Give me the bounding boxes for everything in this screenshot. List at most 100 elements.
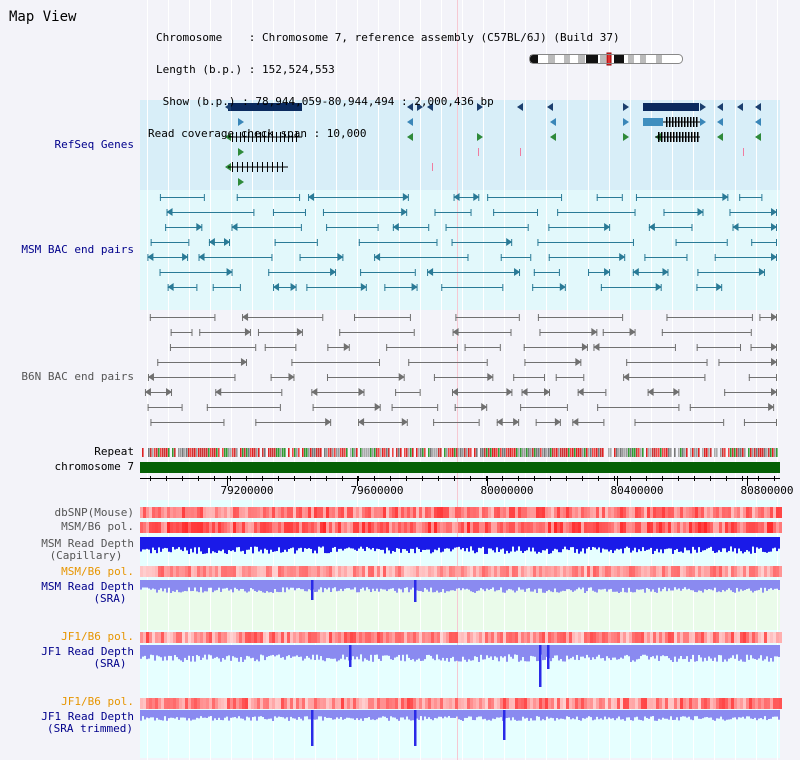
heat-cell <box>563 566 566 577</box>
heat-cell <box>533 698 536 709</box>
heat-cell <box>278 507 281 518</box>
bac-end <box>242 314 244 321</box>
depth-bar <box>144 537 146 550</box>
heat-cell <box>332 698 335 709</box>
label-refseq-genes[interactable]: RefSeq Genes <box>54 138 134 151</box>
chromosome-ideogram[interactable] <box>528 52 684 66</box>
depth-bar <box>776 645 778 657</box>
depth-bar <box>192 537 194 553</box>
depth-bar <box>576 710 578 717</box>
depth-bar <box>778 710 780 720</box>
heat-cell <box>575 632 578 643</box>
depth-bar <box>216 645 218 657</box>
bac-end <box>264 344 266 351</box>
heat-cell <box>482 698 485 709</box>
depth-bar <box>276 580 278 592</box>
depth-bar <box>404 710 406 720</box>
depth-bar <box>738 537 740 549</box>
label-msm-b6-pol[interactable]: MSM/B6 pol. <box>61 520 134 533</box>
depth-bar <box>624 710 626 721</box>
depth-bar <box>446 710 448 718</box>
label-msm-bac[interactable]: MSM BAC end pairs <box>21 243 134 256</box>
heat-cell <box>497 698 500 709</box>
repeat-element <box>542 448 544 457</box>
depth-bar <box>164 645 166 657</box>
heat-cell <box>452 566 455 577</box>
repeat-element <box>376 448 378 457</box>
repeat-element <box>342 448 344 457</box>
repeat-element <box>330 448 332 457</box>
bac-end <box>358 239 360 246</box>
heat-cell <box>407 566 410 577</box>
depth-bar <box>366 580 368 588</box>
label-msm-depth-capillary[interactable]: MSM Read Depth <box>41 537 134 550</box>
label-b6n-bac[interactable]: B6N BAC end pairs <box>21 370 134 383</box>
heat-cell <box>500 507 503 518</box>
heat-cell <box>287 507 290 518</box>
label-dbsnp[interactable]: dbSNP(Mouse) <box>54 506 134 519</box>
depth-bar <box>422 537 424 550</box>
repeat-element <box>440 448 442 457</box>
label-jf1-pol[interactable]: JF1/B6 pol. <box>61 630 134 643</box>
depth-bar <box>760 537 762 548</box>
heat-cell <box>254 507 257 518</box>
repeat-element <box>594 448 596 457</box>
depth-bar <box>352 710 354 719</box>
depth-bar <box>378 580 380 592</box>
repeat-element <box>568 448 570 457</box>
repeat-element <box>406 448 408 457</box>
heat-cell <box>563 507 566 518</box>
heat-cell <box>446 507 449 518</box>
heat-cell <box>275 566 278 577</box>
heat-cell <box>179 507 182 518</box>
heat-cell <box>734 522 737 533</box>
bac-end <box>326 374 328 381</box>
depth-bar <box>574 710 576 720</box>
depth-bar <box>206 580 208 592</box>
depth-bar <box>766 710 768 721</box>
b6n-bac-end-pairs-track <box>144 313 777 426</box>
bac-end-arrow <box>411 283 418 291</box>
heat-cell <box>365 566 368 577</box>
depth-bar <box>682 645 684 660</box>
bac-end <box>750 329 752 336</box>
depth-bar <box>466 645 468 662</box>
ideogram-current-region[interactable] <box>606 52 612 66</box>
depth-bar <box>770 537 772 552</box>
label-msm-depth-sra[interactable]: MSM Read Depth <box>41 580 134 593</box>
depth-bar <box>274 537 276 552</box>
exon <box>236 132 237 142</box>
heat-cell <box>494 632 497 643</box>
depth-bar <box>266 580 268 592</box>
heat-cell <box>542 698 545 709</box>
label-jf1-pol-2[interactable]: JF1/B6 pol. <box>61 695 134 708</box>
heat-cell <box>338 566 341 577</box>
bac-end <box>166 209 168 216</box>
label-msm-b6-pol-2[interactable]: MSM/B6 pol. <box>61 565 134 578</box>
depth-bar <box>212 710 214 721</box>
depth-bar <box>286 537 288 552</box>
heat-cell <box>719 522 722 533</box>
heat-cell <box>386 698 389 709</box>
heat-cell <box>221 566 224 577</box>
heat-cell <box>596 698 599 709</box>
heat-cell <box>230 566 233 577</box>
gene-strand-arrow <box>623 118 629 126</box>
heat-cell <box>164 566 167 577</box>
heat-cell <box>740 632 743 643</box>
heat-cell <box>716 507 719 518</box>
depth-bar <box>544 645 546 660</box>
bac-end <box>169 344 171 351</box>
depth-bar <box>720 645 722 656</box>
depth-bar <box>454 645 456 662</box>
label-jf1-trimmed[interactable]: JF1 Read Depth <box>41 710 134 723</box>
depth-bar <box>650 645 652 658</box>
depth-bar <box>186 645 188 660</box>
heat-cell <box>602 507 605 518</box>
bac-end <box>322 314 324 321</box>
heat-cell <box>629 698 632 709</box>
repeat-element <box>668 448 670 457</box>
label-jf1-depth[interactable]: JF1 Read Depth <box>41 645 134 658</box>
depth-bar <box>462 710 464 721</box>
depth-bar <box>520 580 522 590</box>
